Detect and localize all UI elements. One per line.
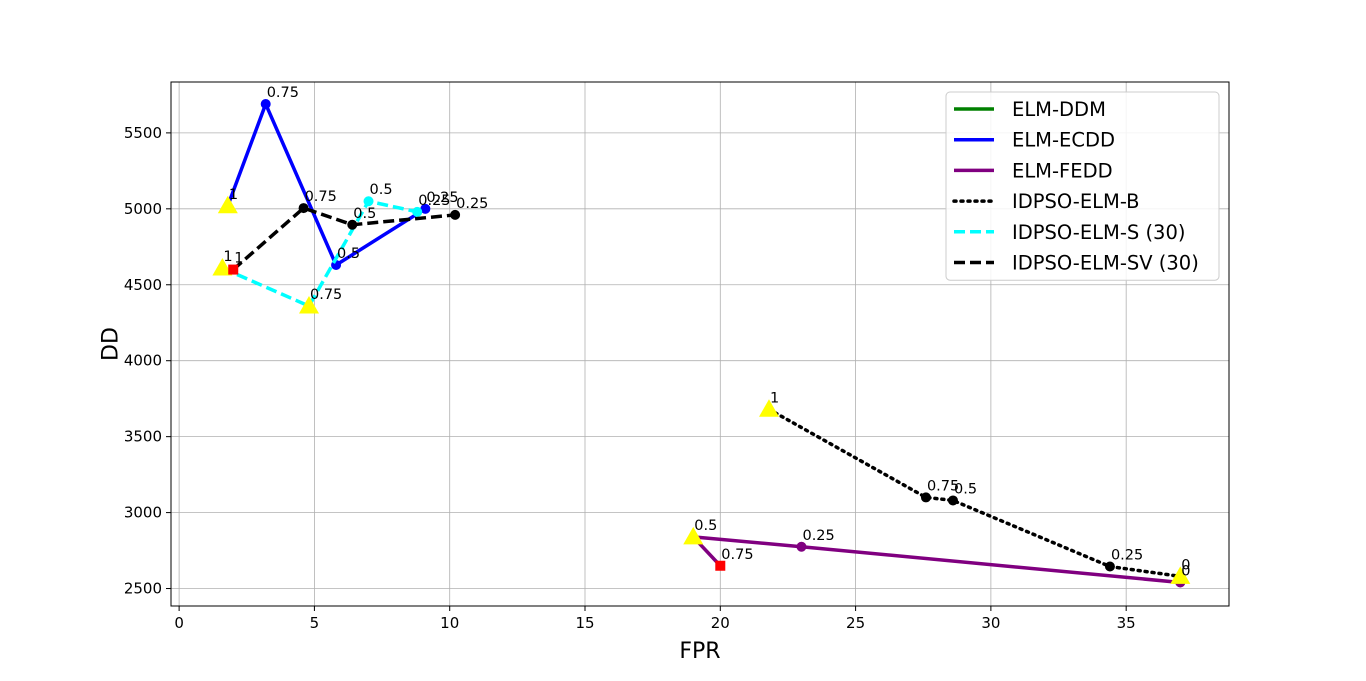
point-label: 0.25 <box>1111 548 1143 564</box>
series-idpso-elm-b <box>759 399 1191 584</box>
y-tick-label: 4000 <box>124 352 162 370</box>
data-point <box>920 492 931 503</box>
start-marker-triangle <box>299 296 319 314</box>
series-idpso-elm-s-30 <box>212 196 423 314</box>
data-point <box>420 203 431 214</box>
point-label: 0.75 <box>305 189 337 205</box>
point-label: 0.75 <box>721 547 753 563</box>
data-point <box>363 196 374 207</box>
legend-box <box>945 91 1220 281</box>
legend-entry: IDPSO-ELM-SV (30) <box>1012 252 1199 275</box>
start-marker-triangle <box>683 526 704 545</box>
y-tick-label: 3000 <box>124 504 162 522</box>
point-label: 0.25 <box>456 196 488 212</box>
point-label: 0.25 <box>426 190 458 206</box>
legend-entry: ELM-FEDD <box>1012 159 1113 182</box>
x-axis-label: FPR <box>679 639 720 664</box>
x-tick-label: 0 <box>174 614 184 632</box>
data-point <box>298 203 309 214</box>
data-point <box>796 541 807 552</box>
series-line <box>691 535 1181 585</box>
start-marker-triangle <box>217 195 238 214</box>
x-tick-label: 30 <box>981 614 1000 632</box>
point-label: 0.5 <box>337 246 360 262</box>
start-marker-triangle <box>212 258 233 276</box>
data-point <box>450 209 461 220</box>
data-point <box>948 495 958 506</box>
y-tick-label: 4500 <box>124 276 162 294</box>
point-label: 1 <box>229 187 238 203</box>
x-tick-label: 5 <box>310 614 320 632</box>
series-line <box>767 407 1183 579</box>
series-idpso-elm-sv-30 <box>228 203 461 275</box>
point-label: 0.5 <box>694 518 717 534</box>
series-line <box>221 199 418 308</box>
y-tick-label: 5500 <box>124 124 162 142</box>
point-label: 0.75 <box>310 287 342 303</box>
data-point <box>412 206 423 217</box>
point-label: 0.25 <box>802 528 834 544</box>
plot-frame <box>170 81 1230 607</box>
series-elm-fedd <box>683 526 1186 588</box>
y-tick-label: 5000 <box>124 200 162 218</box>
series-elm-ecdd <box>217 99 431 271</box>
data-point <box>347 219 358 230</box>
point-label: 0.5 <box>370 182 393 198</box>
legend-entry: IDPSO-ELM-B <box>1012 190 1140 213</box>
series-line <box>226 102 427 267</box>
legend-entry: ELM-ECDD <box>1012 129 1115 152</box>
point-label: 0.75 <box>927 478 959 494</box>
start-marker-triangle <box>1170 566 1191 584</box>
y-axis-label: DD <box>99 327 124 361</box>
point-label: 0.5 <box>353 206 376 222</box>
point-label: 0.75 <box>267 85 299 101</box>
point-label: 0.5 <box>954 481 977 497</box>
start-marker-triangle <box>759 399 779 417</box>
legend-entry: ELM-DDM <box>1012 98 1106 121</box>
end-marker-square <box>228 264 239 275</box>
x-tick-label: 25 <box>846 614 865 632</box>
x-tick-label: 10 <box>440 614 459 632</box>
axis-ticks: 0 5 10 15 20 25 30 35 2500 3000 3500 4000 4500 5000 55… <box>124 124 1136 632</box>
point-label: 1 <box>770 390 779 406</box>
y-tick-label: 2500 <box>124 580 162 598</box>
end-marker-square <box>715 560 726 571</box>
point-label: 1 <box>223 249 232 265</box>
series-line <box>232 206 456 271</box>
legend-entry: IDPSO-ELM-S (30) <box>1012 221 1185 244</box>
legend: ELM-DDM ELM-ECDD ELM-FEDD IDPSO-ELM-B IDPSO-… <box>945 91 1220 281</box>
data-point <box>1104 561 1115 572</box>
point-label: 0.25 <box>418 193 450 209</box>
point-label: 0 <box>1181 563 1190 579</box>
x-tick-label: 20 <box>711 614 730 632</box>
data-point <box>260 99 271 110</box>
point-label: 0 <box>1181 557 1190 573</box>
point-labels: 10.750.50.250.750.50.25010.750.50.25010.… <box>223 85 1190 579</box>
x-tick-label: 15 <box>575 614 594 632</box>
point-label: 1 <box>234 251 243 267</box>
x-tick-label: 35 <box>1117 614 1136 632</box>
y-tick-label: 3500 <box>124 428 162 446</box>
series-layer <box>212 99 1191 588</box>
